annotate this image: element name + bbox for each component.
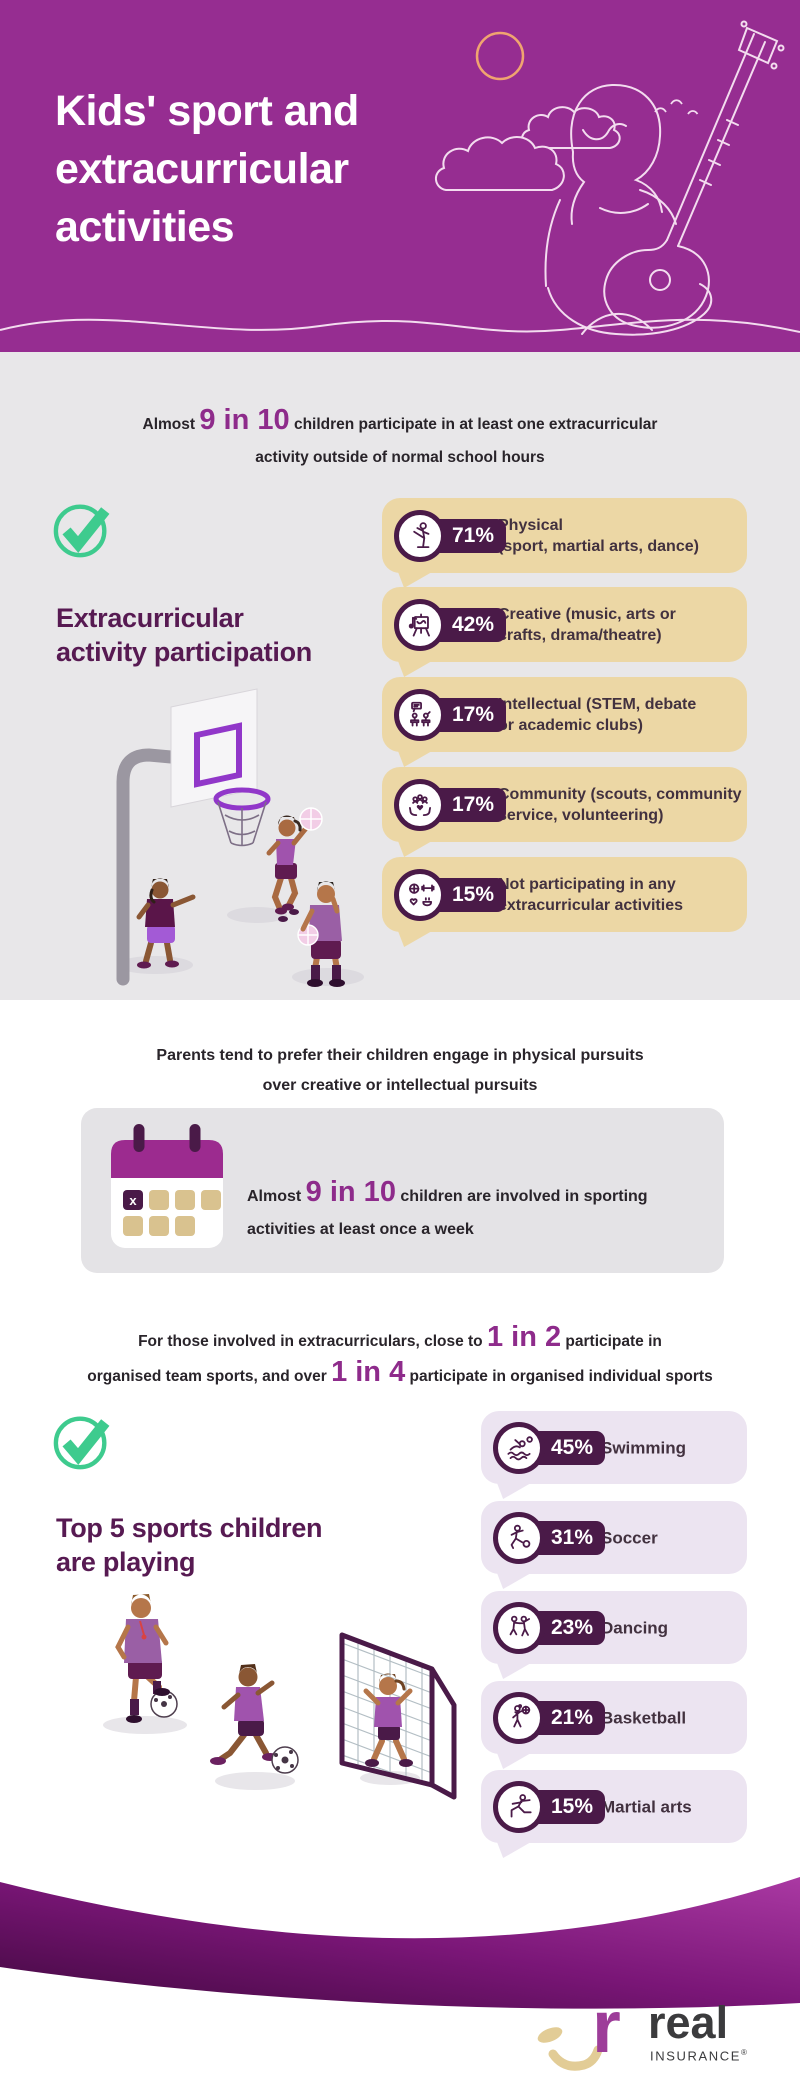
- running-boy: [210, 1664, 299, 1774]
- stat-1-in-4: 1 in 4: [331, 1355, 406, 1388]
- community-hands-icon: [409, 793, 431, 816]
- logo-wordmark: real: [648, 1997, 729, 2048]
- participation-stat: Almost 9 in 10 children participate in a…: [142, 403, 658, 466]
- tall-player: [278, 881, 345, 987]
- logo-swoosh-icon: [537, 2027, 603, 2071]
- footer-swoosh: [0, 1877, 800, 2009]
- martial-arts-icon: [510, 1793, 532, 1817]
- participation-item: 71% Physical (sport, martial arts, dance): [382, 498, 747, 588]
- real-insurance-logo: r real INSURANCE®: [536, 1990, 766, 2078]
- weekly-sport-stat: Almost 9 in 10 children are involved in …: [247, 1176, 648, 1238]
- soccer-icon: [510, 1524, 531, 1549]
- check-icon: [53, 1416, 110, 1470]
- classroom-icon: [410, 701, 431, 727]
- participation-heading: Extracurricular activity participation: [56, 603, 312, 668]
- art-easel-icon: [408, 612, 430, 637]
- stat-9-in-10: 9 in 10: [199, 403, 290, 436]
- item-label: Dancing: [601, 1618, 669, 1637]
- cloud-icon: [435, 136, 565, 191]
- stat-1-in-2: 1 in 2: [486, 1320, 562, 1353]
- logo-r-glyph: r: [592, 1985, 621, 2068]
- top5-item: 31% Soccer: [481, 1501, 747, 1589]
- swimming-icon: [507, 1435, 533, 1460]
- sports-gear-icon: [409, 882, 435, 906]
- header-line-art: [0, 20, 800, 336]
- coach: [115, 1594, 178, 1723]
- soccer-kids-illustration: [103, 1594, 457, 1800]
- item-label: Physical (sport, martial arts, dance): [498, 516, 699, 555]
- participation-section: Almost 9 in 10 children participate in a…: [0, 352, 800, 1000]
- item-label: Creative (music, arts or crafts, drama/th…: [498, 605, 676, 644]
- weekly-sport-card: x: [81, 1108, 724, 1273]
- organised-sport-stat: For those involved in extracurriculars, …: [87, 1320, 713, 1388]
- calendar-icon: x: [111, 1124, 223, 1248]
- logo-subtitle: INSURANCE®: [650, 2048, 747, 2064]
- top5-item: 21% Basketball: [481, 1681, 747, 1769]
- participation-item: 15% Not participating in any extracurricu…: [382, 857, 747, 947]
- basketball-kids-illustration: [116, 688, 364, 987]
- birds-icon: [654, 99, 699, 115]
- sun-icon: [475, 31, 525, 81]
- page-title: Kids' sport and extracurricular activities: [55, 86, 359, 251]
- girl-with-guitar-illustration: [544, 20, 785, 336]
- item-label: Martial arts: [601, 1797, 692, 1816]
- dancing-icon: [509, 1615, 530, 1636]
- top5-item: 23% Dancing: [481, 1591, 747, 1679]
- svg-text:x: x: [129, 1193, 137, 1208]
- check-icon: [53, 504, 110, 558]
- item-label: Soccer: [601, 1528, 658, 1547]
- item-label: Intellectual (STEM, debate or academic cl…: [498, 695, 697, 734]
- item-label: Community (scouts, community service, vol…: [498, 785, 742, 824]
- martial-arts-kick-icon: [413, 521, 430, 548]
- item-label: Swimming: [601, 1438, 687, 1457]
- item-label: Not participating in any extracurricular …: [498, 875, 683, 914]
- stat-9-in-10: 9 in 10: [305, 1176, 396, 1208]
- jumping-girl: [266, 807, 323, 915]
- participation-item: 17% Community (scouts, community service,…: [382, 767, 747, 857]
- wave-line: [0, 318, 800, 333]
- basketball-icon: [512, 1703, 531, 1727]
- participation-item: 17% Intellectual (STEM, debate or academi…: [382, 677, 747, 767]
- participation-item: 42% Creative (music, arts or crafts, dram…: [382, 587, 747, 677]
- top5-heading: Top 5 sports children are playing: [56, 1513, 323, 1578]
- top5-item: 45% Swimming: [481, 1411, 747, 1499]
- header-banner: Kids' sport and extracurricular activities: [0, 0, 800, 352]
- small-kid: [136, 878, 196, 969]
- parents-preference-text: Parents tend to prefer their children en…: [156, 1047, 644, 1094]
- goalkeeper-girl: [363, 1673, 413, 1767]
- item-label: Basketball: [601, 1708, 687, 1727]
- top5-item: 15% Martial arts: [481, 1770, 747, 1858]
